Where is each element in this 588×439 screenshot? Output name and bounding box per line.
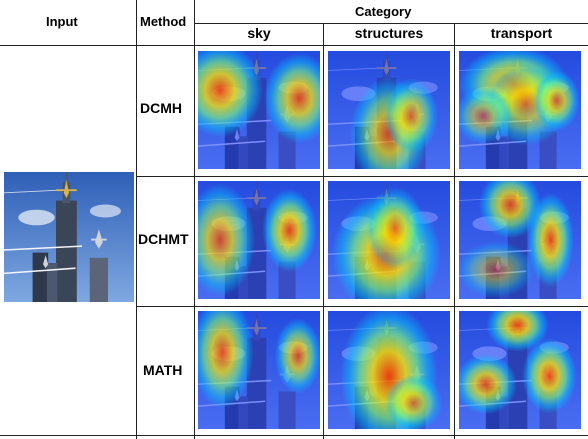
row-divider [194,23,588,24]
row-divider [0,45,588,46]
category-sky: sky [247,25,271,41]
method-dcmh: DCMH [140,100,182,116]
heatmap-math-structures [328,311,450,429]
heat-blob [527,192,574,288]
heat-blob [264,52,320,144]
column-divider [194,0,195,439]
input-photo [4,172,134,302]
row-divider [136,306,588,307]
heatmap-dcmh-sky [198,51,320,169]
heatmap-math-sky [198,311,320,429]
column-divider [323,24,324,439]
heat-blob [479,181,542,239]
heat-blob [365,186,425,270]
heatmap-dchmt-transport [459,181,581,299]
heatmap-overlay [198,311,320,429]
heat-blob [521,338,577,414]
heatmap-overlay [459,311,581,429]
heatmap-overlay [198,51,320,169]
heat-blob [459,241,535,298]
heatmap-dcmh-structures [328,51,450,169]
heatmap-overlay [328,51,450,169]
category-structures: structures [354,25,424,41]
heat-blob [262,189,317,273]
category-transport: transport [490,25,553,41]
heat-blob [198,311,254,409]
input-image [4,172,134,302]
heatmap-overlay [459,181,581,299]
heat-blob [198,51,263,138]
heatmap-overlay [328,311,450,429]
heat-blob [533,70,581,131]
heat-blob [459,87,513,145]
heat-blob [384,374,443,429]
heatmap-dcmh-transport [459,51,581,169]
heat-blob [486,311,549,352]
heatmap-overlay [328,181,450,299]
category-header: Category [355,4,412,19]
input-header: Input [46,14,78,29]
heat-blob [274,318,320,394]
row-divider [0,435,588,436]
heatmap-dchmt-structures [328,181,450,299]
heatmap-math-transport [459,311,581,429]
heatmap-overlay [459,51,581,169]
method-dchmt: DCHMT [138,231,189,247]
heatmap-dchmt-sky [198,181,320,299]
heatmap-overlay [198,181,320,299]
column-divider [454,24,455,439]
heat-blob [459,353,518,415]
heat-blob [383,78,439,154]
heat-blob [198,183,256,297]
column-divider [136,0,137,439]
method-math: MATH [143,362,183,378]
method-header: Method [140,14,187,29]
row-divider [136,176,588,177]
